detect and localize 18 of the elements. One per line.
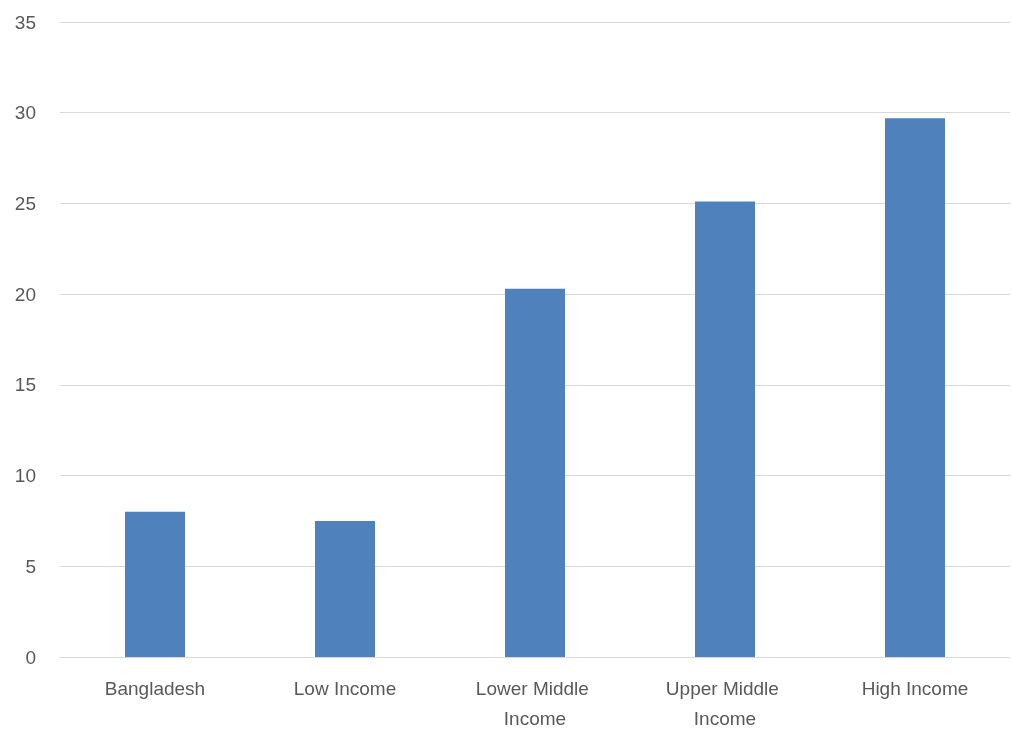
x-tick-label: Lower Middle Income [475, 677, 595, 729]
x-tick-label: Bangladesh [104, 677, 206, 699]
y-tick-label: 0 [25, 646, 36, 668]
bar [695, 201, 755, 657]
y-tick-label: 25 [14, 192, 36, 214]
x-tick-label: Upper Middle Income [665, 677, 785, 729]
bar [125, 511, 185, 657]
y-tick-label: 35 [14, 11, 36, 33]
x-tick-label: Low Income [293, 677, 397, 699]
bar [315, 520, 375, 657]
y-tick-label: 10 [14, 465, 36, 487]
y-tick-label: 20 [14, 283, 36, 305]
y-tick-label: 5 [25, 555, 36, 577]
bar [505, 288, 565, 657]
y-tick-label: 30 [14, 102, 36, 124]
bar [885, 118, 945, 657]
x-tick-label: High Income [861, 677, 969, 699]
y-tick-label: 15 [14, 374, 36, 396]
